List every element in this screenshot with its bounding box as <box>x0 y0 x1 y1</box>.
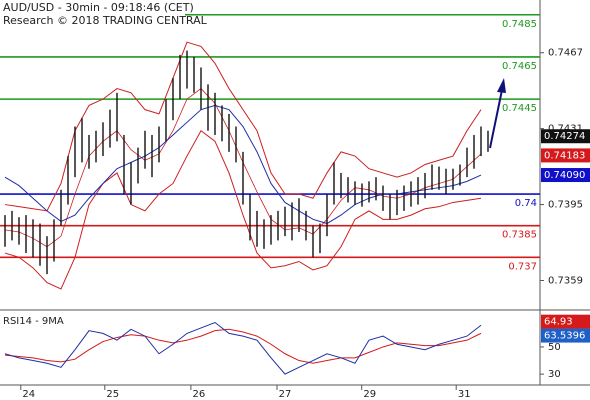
forecast-arrow <box>489 78 506 149</box>
price-tag <box>541 148 590 163</box>
rsi-tag-label: 63.5396 <box>544 331 585 342</box>
rsi-line <box>4 321 482 375</box>
price-tag-label: 0.74090 <box>544 170 585 181</box>
arrow-shaft <box>489 89 503 149</box>
bollinger-lower <box>4 130 482 290</box>
arrow-head <box>497 78 506 93</box>
x-tick-label: 27 <box>279 389 292 400</box>
rsi-tag-label: 64.93 <box>544 317 573 328</box>
level-label: 0.7385 <box>502 230 537 241</box>
x-tick-label: 26 <box>193 389 206 400</box>
y-tick-label: 0.7395 <box>548 200 583 211</box>
level-label: 0.737 <box>508 261 537 272</box>
level-label: 0.7445 <box>502 103 537 114</box>
x-tick-label: 25 <box>106 389 119 400</box>
rsi-tick-label: 50 <box>548 342 561 353</box>
level-label: 0.7485 <box>502 19 537 30</box>
price-tag <box>541 129 590 144</box>
y-tick-label: 0.7467 <box>548 48 583 59</box>
x-tick-label: 29 <box>363 389 376 400</box>
price-tag <box>541 168 590 183</box>
bollinger-upper <box>4 41 482 212</box>
rsi-ma-line <box>4 328 482 364</box>
rsi-tag <box>541 314 590 329</box>
level-label: 0.7465 <box>502 61 537 72</box>
moving-average <box>4 104 482 225</box>
price-tag-label: 0.74274 <box>544 131 585 142</box>
chart-subtitle: Research © 2018 TRADING CENTRAL <box>3 14 208 27</box>
chart-title: AUD/USD - 30min - 09:18:46 (CET) <box>3 1 194 14</box>
level-label: 0.74 <box>515 198 537 209</box>
y-tick-label: 0.7431 <box>548 124 583 135</box>
x-tick-label: 31 <box>458 389 471 400</box>
rsi-tag <box>541 328 590 343</box>
rsi-tick-label: 30 <box>548 369 561 380</box>
price-tag-label: 0.74183 <box>544 150 585 161</box>
y-tick-label: 0.7359 <box>548 275 583 286</box>
rsi-title: RSI14 - 9MA <box>3 316 64 327</box>
x-tick-label: 24 <box>22 389 35 400</box>
